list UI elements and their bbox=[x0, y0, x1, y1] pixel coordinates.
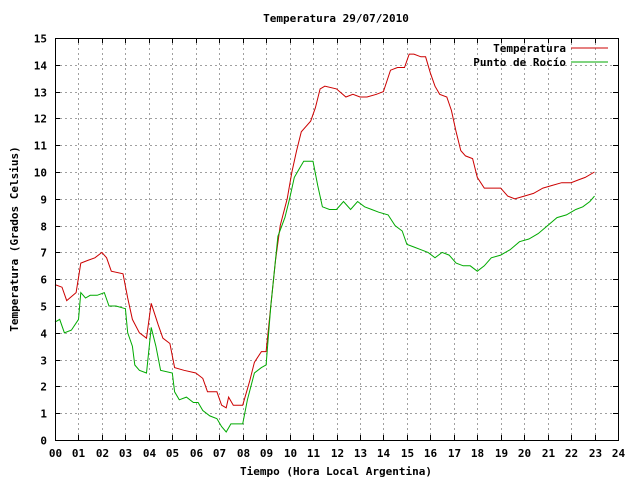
y-tick-label: 15 bbox=[34, 33, 47, 46]
x-tick-label: 13 bbox=[354, 447, 367, 460]
x-tick-label: 23 bbox=[589, 447, 602, 460]
x-tick-label: 07 bbox=[213, 447, 226, 460]
y-tick-label: 11 bbox=[34, 140, 48, 153]
x-tick-label: 09 bbox=[260, 447, 273, 460]
series-line-punto-de-rocio bbox=[54, 160, 595, 433]
x-tick-label: 19 bbox=[495, 447, 508, 460]
y-tick-label: 14 bbox=[34, 60, 48, 73]
x-tick-label: 11 bbox=[307, 447, 321, 460]
x-tick-label: 21 bbox=[542, 447, 556, 460]
y-tick-label: 13 bbox=[34, 87, 47, 100]
y-tick-label: 12 bbox=[34, 113, 47, 126]
x-tick-label: 18 bbox=[471, 447, 484, 460]
x-tick-label: 16 bbox=[424, 447, 438, 460]
x-tick-label: 15 bbox=[401, 447, 414, 460]
legend: Temperatura Punto de Rocío bbox=[473, 42, 608, 69]
y-axis-label: Temperatura (Grados Celsius) bbox=[8, 146, 21, 331]
x-tick-label: 08 bbox=[237, 447, 250, 460]
x-tick-label: 22 bbox=[565, 447, 578, 460]
x-tick-label: 03 bbox=[119, 447, 132, 460]
y-tick-label: 6 bbox=[40, 274, 47, 287]
y-tick-label: 7 bbox=[40, 247, 47, 260]
chart-title: Temperatura 29/07/2010 bbox=[263, 12, 409, 25]
axis-ticks: 00 01 02 03 04 05 06 07 08 09 10 11 12 13 14 15 16 17 18 19… bbox=[34, 33, 626, 461]
y-tick-label: 1 bbox=[40, 408, 47, 421]
x-tick-label: 05 bbox=[166, 447, 179, 460]
legend-label-temperatura: Temperatura bbox=[493, 42, 566, 55]
y-tick-label: 0 bbox=[40, 435, 47, 448]
x-tick-label: 06 bbox=[190, 447, 204, 460]
x-tick-label: 12 bbox=[331, 447, 344, 460]
y-tick-label: 10 bbox=[34, 167, 47, 180]
series-line-temperatura bbox=[54, 53, 595, 409]
x-tick-label: 24 bbox=[612, 447, 626, 460]
y-tick-label: 2 bbox=[40, 381, 47, 394]
series-layer bbox=[54, 53, 595, 433]
legend-label-punto-de-rocio: Punto de Rocío bbox=[473, 56, 566, 69]
x-tick-label: 02 bbox=[96, 447, 109, 460]
x-tick-label: 20 bbox=[518, 447, 531, 460]
x-tick-label: 10 bbox=[284, 447, 297, 460]
x-tick-label: 04 bbox=[143, 447, 157, 460]
x-tick-label: 01 bbox=[72, 447, 86, 460]
y-tick-label: 9 bbox=[40, 194, 47, 207]
x-tick-label: 14 bbox=[377, 447, 391, 460]
y-tick-label: 8 bbox=[40, 221, 47, 234]
y-tick-label: 4 bbox=[40, 328, 47, 341]
y-tick-label: 5 bbox=[40, 301, 47, 314]
y-tick-label: 3 bbox=[40, 355, 47, 368]
grid bbox=[55, 38, 618, 440]
x-tick-label: 17 bbox=[448, 447, 461, 460]
x-tick-label: 00 bbox=[49, 447, 62, 460]
x-axis-label: Tiempo (Hora Local Argentina) bbox=[240, 465, 432, 478]
